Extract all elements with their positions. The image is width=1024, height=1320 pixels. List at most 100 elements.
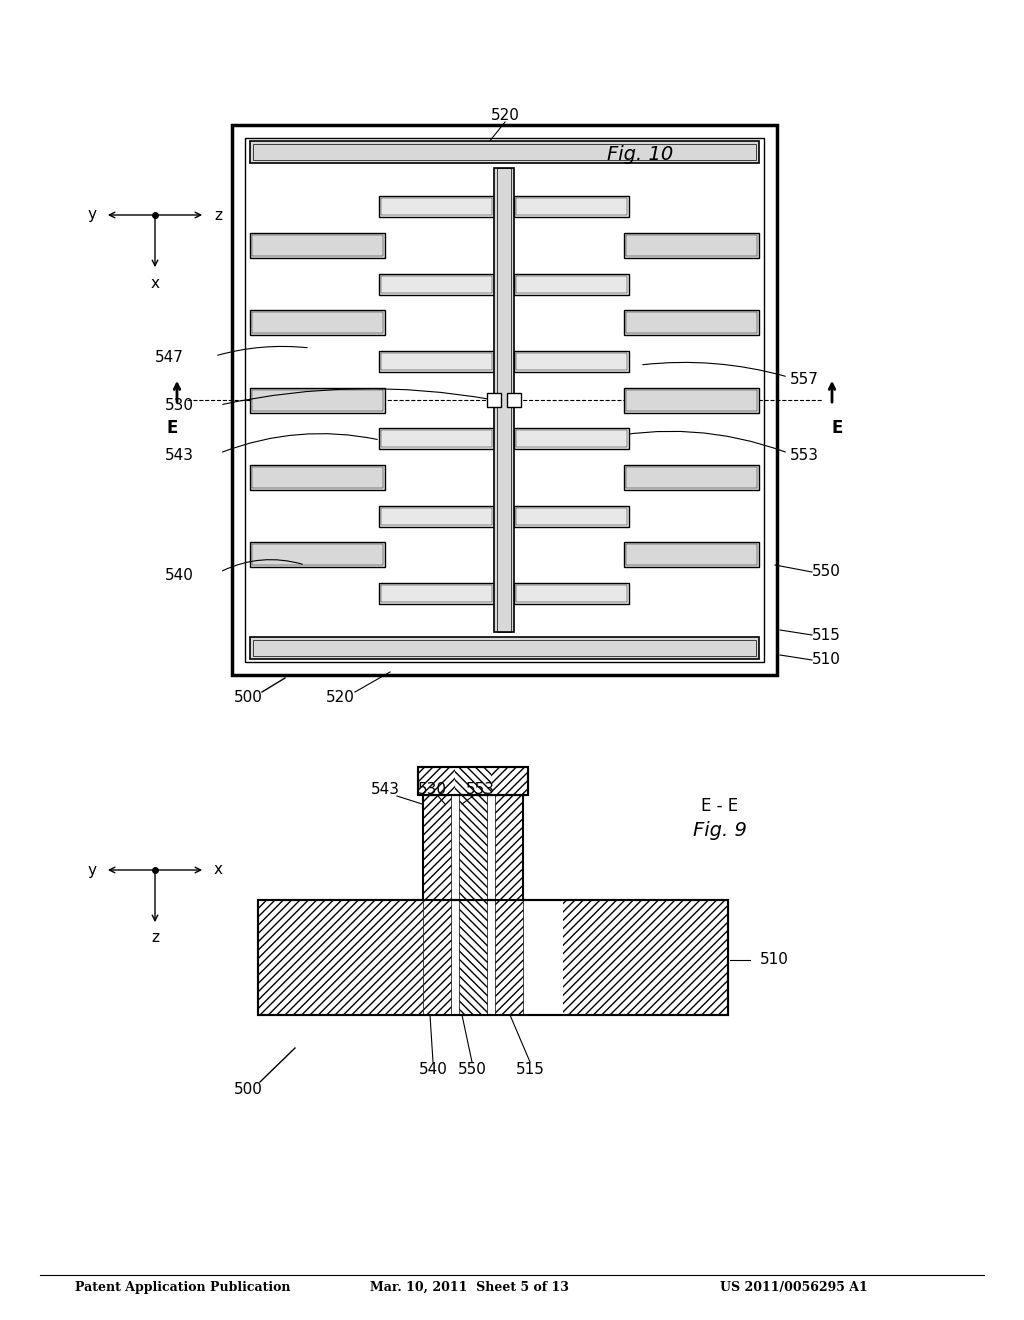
Bar <box>253 144 756 160</box>
Bar <box>455 767 492 795</box>
Text: 543: 543 <box>165 447 194 462</box>
Text: E - E: E - E <box>701 797 738 814</box>
Bar <box>516 507 627 524</box>
Text: 515: 515 <box>515 1063 545 1077</box>
Bar <box>250 141 759 162</box>
Bar <box>250 465 385 490</box>
Bar <box>381 198 492 215</box>
Bar <box>423 900 451 1015</box>
Text: 515: 515 <box>812 627 841 643</box>
Bar <box>514 583 629 603</box>
Text: 520: 520 <box>326 690 354 705</box>
Bar <box>624 388 759 412</box>
Bar <box>423 795 523 900</box>
Bar <box>497 168 511 632</box>
Text: y: y <box>87 207 96 223</box>
Bar <box>507 393 521 407</box>
Bar <box>626 312 757 333</box>
Bar <box>516 198 627 215</box>
Bar <box>626 235 757 256</box>
Text: z: z <box>151 931 159 945</box>
Bar <box>459 795 487 900</box>
Bar <box>624 310 759 335</box>
Bar <box>379 351 494 372</box>
Bar <box>250 638 759 659</box>
Text: Fig. 9: Fig. 9 <box>693 821 746 840</box>
Bar <box>381 276 492 293</box>
Bar <box>514 428 629 449</box>
Bar <box>516 585 627 602</box>
Text: 557: 557 <box>790 372 819 388</box>
Bar <box>495 795 523 900</box>
Text: 500: 500 <box>233 1082 262 1097</box>
Bar <box>514 273 629 294</box>
Bar <box>516 276 627 293</box>
Bar <box>379 506 494 527</box>
Bar <box>423 795 451 900</box>
Text: E: E <box>166 418 178 437</box>
Text: x: x <box>151 276 160 290</box>
Bar <box>258 900 728 1015</box>
Bar <box>626 389 757 411</box>
Text: 530: 530 <box>418 783 446 797</box>
Bar <box>250 388 385 412</box>
Bar <box>381 585 492 602</box>
Bar <box>492 767 528 795</box>
Bar <box>379 197 494 218</box>
Bar <box>381 352 492 370</box>
Bar <box>379 273 494 294</box>
Bar <box>250 232 385 257</box>
Text: 547: 547 <box>155 351 184 366</box>
Bar <box>495 900 523 1015</box>
Bar <box>516 352 627 370</box>
Bar <box>514 351 629 372</box>
Bar <box>563 900 728 1015</box>
Bar <box>250 543 385 568</box>
Bar <box>514 506 629 527</box>
Bar <box>252 544 383 565</box>
Text: 553: 553 <box>790 447 819 462</box>
Bar <box>624 543 759 568</box>
Bar <box>487 393 501 407</box>
Text: 510: 510 <box>760 953 788 968</box>
Text: x: x <box>213 862 222 878</box>
Bar <box>624 232 759 257</box>
Bar <box>459 900 487 1015</box>
Text: 550: 550 <box>812 565 841 579</box>
Text: 550: 550 <box>458 1063 486 1077</box>
Bar <box>258 900 423 1015</box>
Bar <box>252 467 383 488</box>
Bar <box>418 767 528 795</box>
Bar <box>250 310 385 335</box>
Text: 553: 553 <box>466 783 495 797</box>
Bar <box>252 235 383 256</box>
Text: 540: 540 <box>419 1063 447 1077</box>
Bar <box>245 139 764 663</box>
Text: 500: 500 <box>233 690 262 705</box>
Text: z: z <box>214 207 222 223</box>
Text: 530: 530 <box>165 397 194 412</box>
Bar <box>381 507 492 524</box>
Text: Patent Application Publication: Patent Application Publication <box>75 1280 291 1294</box>
Text: 540: 540 <box>165 568 194 582</box>
Bar <box>258 900 728 1015</box>
Text: E: E <box>831 418 843 437</box>
Bar <box>253 640 756 656</box>
Bar <box>379 428 494 449</box>
Bar <box>232 125 777 675</box>
Bar <box>494 168 514 632</box>
Bar <box>252 312 383 333</box>
Text: 543: 543 <box>371 783 399 797</box>
Text: 510: 510 <box>812 652 841 668</box>
Text: Mar. 10, 2011  Sheet 5 of 13: Mar. 10, 2011 Sheet 5 of 13 <box>370 1280 569 1294</box>
Bar <box>418 767 528 795</box>
Text: Fig. 10: Fig. 10 <box>607 145 673 165</box>
Bar <box>626 467 757 488</box>
Bar <box>626 544 757 565</box>
Text: US 2011/0056295 A1: US 2011/0056295 A1 <box>720 1280 867 1294</box>
Bar <box>514 197 629 218</box>
Text: 520: 520 <box>490 107 519 123</box>
Bar <box>379 583 494 603</box>
Bar <box>418 767 455 795</box>
Bar <box>381 430 492 447</box>
